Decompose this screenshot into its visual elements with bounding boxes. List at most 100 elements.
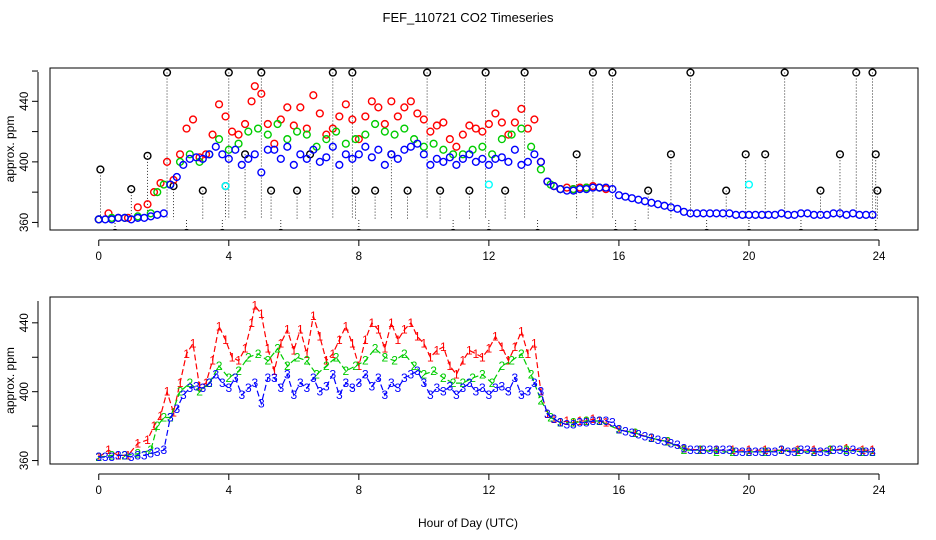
data-point	[283, 135, 292, 144]
data-point-label: 3	[824, 445, 831, 459]
data-point-label: 3	[186, 381, 193, 395]
data-point	[296, 103, 305, 112]
data-point	[289, 121, 298, 130]
data-point-label: 1	[297, 323, 304, 337]
data-point	[211, 142, 220, 151]
data-point-label: 3	[629, 426, 636, 440]
data-point	[478, 127, 487, 136]
data-point	[208, 130, 217, 139]
data-point	[527, 142, 536, 151]
data-point-label: 3	[837, 443, 844, 457]
data-point	[387, 150, 396, 159]
data-point-label: 3	[778, 443, 785, 457]
data-point-label: 1	[157, 409, 164, 423]
data-point	[703, 228, 710, 230]
data-point	[273, 119, 282, 129]
y-tick-label: 360	[19, 451, 31, 470]
data-point	[504, 157, 513, 166]
data-point-label: 3	[564, 417, 571, 431]
data-point	[302, 130, 311, 139]
data-point	[647, 198, 656, 207]
data-point	[322, 135, 331, 144]
data-point	[266, 186, 276, 195]
data-point	[380, 160, 389, 169]
data-point-label: 3	[154, 445, 161, 459]
data-point	[182, 124, 191, 133]
data-point-label: 1	[859, 443, 866, 457]
data-point	[572, 150, 581, 159]
data-point	[478, 142, 487, 151]
data-point	[614, 191, 624, 200]
data-point	[270, 145, 279, 154]
data-point-label: 3	[648, 431, 655, 445]
data-point	[484, 160, 493, 169]
y-tick-label: 440	[19, 313, 31, 332]
data-point	[244, 154, 253, 163]
plot-area	[94, 68, 882, 230]
data-point	[852, 68, 861, 77]
data-point	[803, 209, 812, 218]
data-point-label: 1	[525, 347, 532, 361]
data-point-label: 3	[362, 367, 369, 381]
data-point-label: 2	[583, 414, 590, 428]
data-point-label: 2	[245, 350, 252, 364]
data-point	[263, 119, 272, 129]
data-point	[491, 109, 500, 118]
x-tick-label: 12	[482, 485, 495, 497]
data-point	[632, 228, 638, 230]
data-point-label: 1	[271, 364, 278, 378]
x-tick-label: 16	[613, 251, 626, 263]
data-point-label: 1	[460, 354, 467, 368]
data-point	[536, 165, 545, 174]
data-point-label: 3	[830, 443, 837, 457]
y-axis-label: approx. ppm	[3, 347, 17, 414]
data-point-label: 2	[811, 445, 818, 459]
data-point-label: 3	[414, 364, 421, 378]
data-point-label: 1	[762, 443, 769, 457]
data-point-label: 1	[794, 443, 801, 457]
data-point-label: 1	[434, 343, 441, 357]
data-point	[497, 118, 506, 127]
data-point	[439, 145, 448, 154]
data-point	[322, 153, 331, 162]
data-point-label: 1	[414, 330, 421, 344]
data-point-label: 1	[284, 323, 291, 337]
data-point	[530, 115, 539, 124]
data-point	[185, 154, 194, 163]
data-point	[224, 68, 233, 77]
data-point-label: 2	[352, 359, 359, 373]
data-point	[660, 201, 669, 210]
data-point-label: 3	[525, 385, 532, 399]
data-point	[140, 213, 149, 222]
data-point	[777, 209, 786, 218]
data-point-label: 2	[372, 342, 379, 356]
data-point	[543, 177, 552, 186]
data-point-label: 3	[238, 388, 245, 402]
data-point	[666, 203, 676, 212]
data-point-label: 1	[427, 350, 434, 364]
data-point-label: 2	[154, 419, 161, 433]
data-point-label: 3	[486, 388, 493, 402]
data-point-label: 3	[95, 450, 102, 464]
data-point-label: 3	[544, 407, 551, 421]
data-point-label: 3	[843, 445, 850, 459]
y-tick-label: 400	[19, 382, 31, 401]
data-point	[214, 100, 224, 109]
data-point-label: 2	[323, 359, 330, 373]
data-point-label: 1	[447, 359, 454, 373]
data-point-label: 1	[264, 342, 271, 356]
x-tick-label: 8	[356, 485, 362, 497]
data-point-label: 3	[271, 371, 278, 385]
data-point	[162, 157, 172, 166]
data-point	[153, 210, 162, 219]
data-point-label: 3	[388, 376, 395, 390]
data-point	[478, 154, 487, 163]
data-point	[458, 130, 467, 139]
data-point	[292, 127, 302, 136]
data-point	[127, 185, 136, 194]
data-point	[234, 130, 243, 139]
data-point	[257, 89, 266, 98]
data-point-label: 2	[134, 447, 141, 461]
data-point	[731, 210, 741, 219]
